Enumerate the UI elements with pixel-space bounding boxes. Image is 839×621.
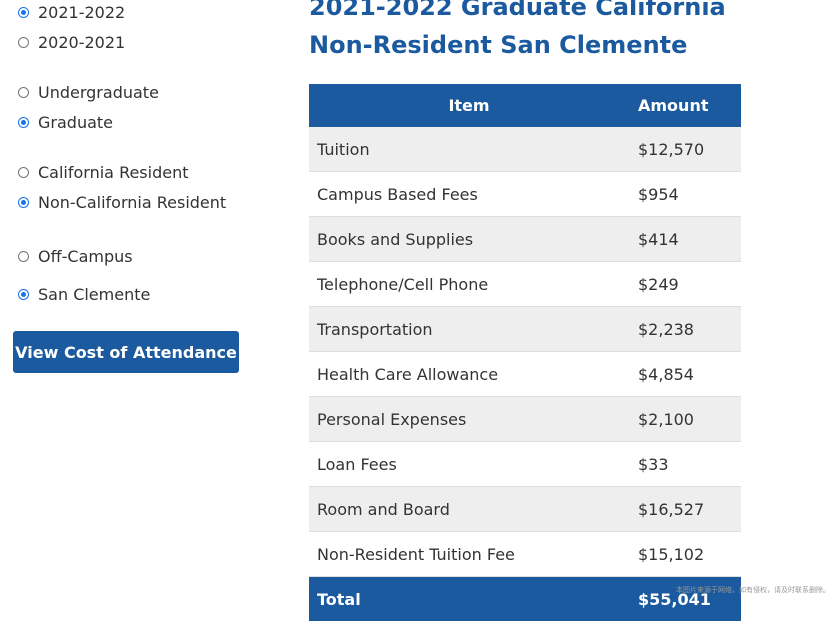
radio-button-icon[interactable]: [18, 167, 29, 178]
cell-item: Telephone/Cell Phone: [309, 262, 629, 307]
radio-button-icon[interactable]: [18, 37, 29, 48]
cell-amount: $249: [629, 262, 741, 307]
cell-item: Campus Based Fees: [309, 172, 629, 217]
cell-amount: $414: [629, 217, 741, 262]
radio-label: Non-California Resident: [38, 193, 226, 212]
cell-item: Personal Expenses: [309, 397, 629, 442]
radio-button-icon[interactable]: [18, 87, 29, 98]
table-row: Non-Resident Tuition Fee $15,102: [309, 532, 741, 577]
table-row: Room and Board $16,527: [309, 487, 741, 532]
cell-item: Books and Supplies: [309, 217, 629, 262]
radio-label: 2020-2021: [38, 33, 125, 52]
page-title: 2021-2022 Graduate California Non-Reside…: [309, 0, 749, 64]
cell-amount: $2,100: [629, 397, 741, 442]
radio-san-clemente[interactable]: San Clemente: [18, 283, 150, 305]
table-header-row: Item Amount: [309, 84, 741, 127]
cell-amount: $15,102: [629, 532, 741, 577]
table-row: Loan Fees $33: [309, 442, 741, 487]
radio-button-icon[interactable]: [18, 197, 29, 208]
radio-undergraduate[interactable]: Undergraduate: [18, 81, 159, 103]
column-header-amount: Amount: [629, 84, 741, 127]
radio-label: Graduate: [38, 113, 113, 132]
table-row: Campus Based Fees $954: [309, 172, 741, 217]
view-cost-of-attendance-button[interactable]: View Cost of Attendance: [13, 331, 239, 373]
radio-year-2021-2022[interactable]: 2021-2022: [18, 1, 125, 23]
radio-label: San Clemente: [38, 285, 150, 304]
radio-button-icon[interactable]: [18, 117, 29, 128]
cost-table: Item Amount Tuition $12,570 Campus Based…: [309, 84, 741, 621]
radio-label: 2021-2022: [38, 3, 125, 22]
radio-label: Off-Campus: [38, 247, 133, 266]
radio-button-icon[interactable]: [18, 251, 29, 262]
cell-amount: $4,854: [629, 352, 741, 397]
table-row: Telephone/Cell Phone $249: [309, 262, 741, 307]
table-row: Personal Expenses $2,100: [309, 397, 741, 442]
radio-non-california-resident[interactable]: Non-California Resident: [18, 191, 226, 213]
cell-amount: $2,238: [629, 307, 741, 352]
table-row: Health Care Allowance $4,854: [309, 352, 741, 397]
cell-item: Transportation: [309, 307, 629, 352]
column-header-item: Item: [309, 84, 629, 127]
table-row: Books and Supplies $414: [309, 217, 741, 262]
radio-label: California Resident: [38, 163, 189, 182]
radio-california-resident[interactable]: California Resident: [18, 161, 189, 183]
table-row: Tuition $12,570: [309, 127, 741, 172]
cell-amount: $16,527: [629, 487, 741, 532]
table-total-row: Total $55,041: [309, 577, 741, 621]
radio-button-icon[interactable]: [18, 289, 29, 300]
cell-item: Room and Board: [309, 487, 629, 532]
cell-item: Loan Fees: [309, 442, 629, 487]
cell-amount: $954: [629, 172, 741, 217]
radio-label: Undergraduate: [38, 83, 159, 102]
cell-item: Tuition: [309, 127, 629, 172]
radio-year-2020-2021[interactable]: 2020-2021: [18, 31, 125, 53]
cell-item: Non-Resident Tuition Fee: [309, 532, 629, 577]
cell-item: Health Care Allowance: [309, 352, 629, 397]
total-amount: $55,041: [629, 577, 741, 621]
watermark-text: 本图片来源于网络，如有侵权，请及时联系删除。: [676, 585, 830, 595]
total-label: Total: [309, 577, 629, 621]
cell-amount: $33: [629, 442, 741, 487]
table-row: Transportation $2,238: [309, 307, 741, 352]
radio-graduate[interactable]: Graduate: [18, 111, 113, 133]
radio-button-icon[interactable]: [18, 7, 29, 18]
cell-amount: $12,570: [629, 127, 741, 172]
radio-off-campus[interactable]: Off-Campus: [18, 245, 133, 267]
